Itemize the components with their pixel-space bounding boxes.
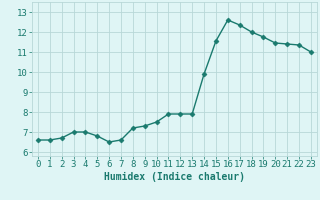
X-axis label: Humidex (Indice chaleur): Humidex (Indice chaleur)	[104, 172, 245, 182]
